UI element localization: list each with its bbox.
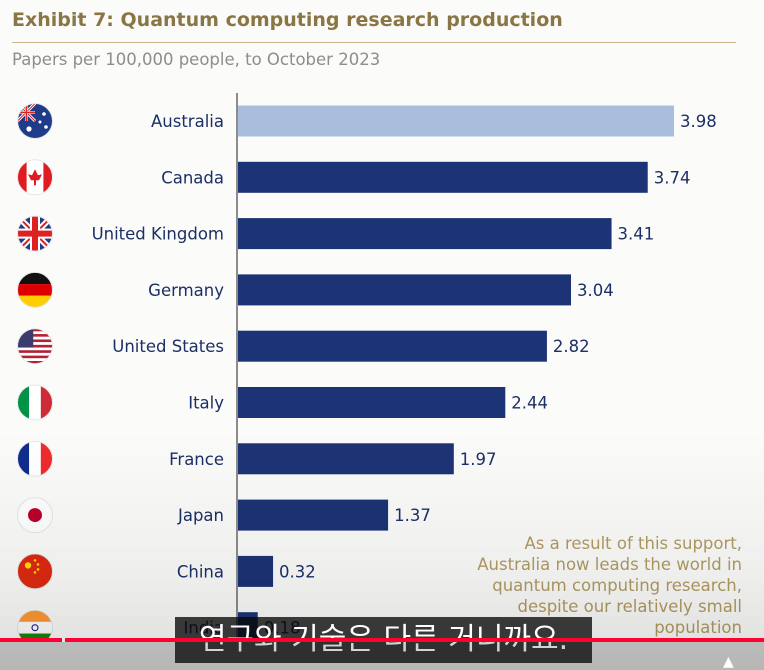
united-kingdom-flag-icon [17, 216, 53, 252]
flag-border [17, 103, 53, 139]
value-label: 3.04 [577, 281, 614, 300]
flag-border [17, 497, 53, 534]
bar-japan [238, 499, 389, 531]
flag-border [17, 553, 53, 590]
japan-flag-icon [17, 497, 53, 533]
flag-border [17, 271, 53, 308]
value-label: 3.41 [618, 225, 655, 244]
canada-flag-icon [17, 159, 53, 195]
germany-flag-icon [17, 272, 53, 308]
category-label: United States [112, 337, 224, 356]
chart-subtitle: Papers per 100,000 people, to October 20… [12, 50, 381, 69]
category-label: Japan [177, 506, 224, 525]
bar-germany [238, 274, 572, 306]
video-progress-bar[interactable] [0, 638, 764, 642]
united-states-flag-icon [17, 328, 53, 364]
category-label: Australia [151, 112, 224, 131]
video-progress-fill [0, 638, 764, 642]
bar-australia [238, 105, 674, 137]
italy-flag-icon [17, 385, 53, 420]
player-controls-bar [0, 642, 764, 670]
bar-france [238, 443, 454, 475]
bar-united-kingdom [238, 218, 612, 250]
value-label: 1.37 [394, 506, 431, 525]
value-label: 3.74 [654, 168, 691, 187]
category-label: France [169, 450, 224, 469]
value-label: 1.97 [460, 450, 497, 469]
india-flag-icon [17, 610, 53, 640]
flag-border [17, 609, 53, 640]
value-label: 2.44 [511, 394, 548, 413]
category-label: Canada [161, 168, 224, 187]
narration-caption: As a result of this support, Australia n… [477, 534, 742, 637]
china-flag-icon [17, 553, 53, 589]
bar-italy [238, 387, 506, 418]
scrubber-handle-icon[interactable]: ▲ [723, 654, 734, 670]
value-label: 3.98 [680, 112, 717, 131]
france-flag-icon [17, 441, 53, 477]
bar-canada [238, 161, 648, 193]
bar-united-states [238, 330, 547, 362]
title-divider [12, 42, 736, 43]
australia-flag-icon [17, 103, 53, 139]
flag-border [17, 384, 53, 421]
value-label: 0.32 [279, 562, 316, 581]
category-label: Germany [148, 281, 224, 300]
value-label: 2.82 [553, 337, 590, 356]
flag-border [17, 215, 53, 252]
category-label: Italy [188, 394, 224, 413]
bar-china [238, 555, 274, 587]
flag-border [17, 440, 53, 477]
chapter-marker [62, 638, 65, 642]
chart-title: Exhibit 7: Quantum computing research pr… [12, 9, 563, 31]
flag-border [17, 328, 53, 365]
bar-chart: 3.98 Australia 3.74 Canada 3.41 United Kingdo… [17, 93, 717, 640]
flag-border [17, 159, 53, 196]
category-label: United Kingdom [92, 225, 224, 244]
category-label: China [177, 562, 224, 581]
